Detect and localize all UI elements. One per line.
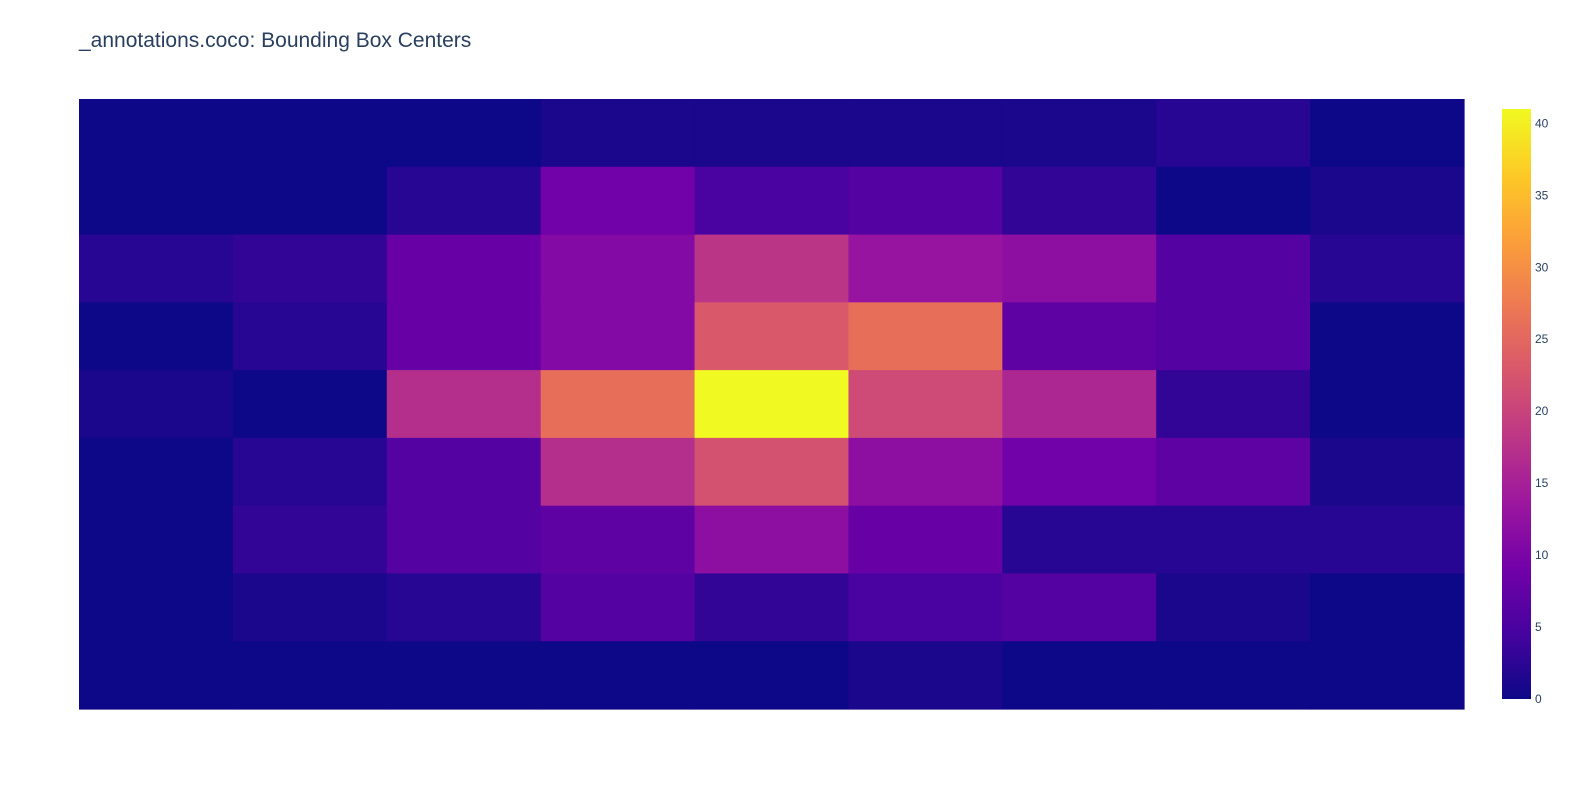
colorbar-tick-label: 25 — [1535, 332, 1549, 346]
heatmap-cell — [694, 234, 850, 303]
colorbar-tick-label: 30 — [1535, 260, 1549, 274]
heatmap-cell — [232, 370, 388, 439]
heatmap-cell — [540, 99, 696, 168]
heatmap-cell — [848, 437, 1003, 507]
heatmap-cell — [386, 573, 542, 642]
heatmap-cell — [386, 234, 542, 303]
heatmap-cell — [232, 505, 388, 575]
heatmap-cell — [1156, 437, 1311, 507]
heatmap-cell — [1156, 166, 1311, 236]
heatmap-cell — [540, 573, 696, 642]
heatmap-cell — [79, 99, 234, 168]
heatmap-cell — [848, 166, 1003, 236]
heatmap-cell — [540, 505, 696, 575]
heatmap-cell — [232, 166, 388, 236]
heatmap-cell — [848, 505, 1003, 575]
heatmap-cell — [694, 99, 850, 168]
colorbar — [1502, 109, 1531, 699]
heatmap-cell — [848, 234, 1003, 303]
heatmap-cell — [694, 302, 850, 371]
heatmap-cell — [540, 641, 696, 710]
heatmap-cell — [694, 505, 850, 575]
heatmap-cell — [79, 302, 234, 371]
heatmap-cell — [79, 573, 234, 642]
heatmap-cell — [1310, 234, 1465, 303]
heatmap-cell — [386, 99, 542, 168]
colorbar-tick-label: 20 — [1535, 404, 1549, 418]
heatmap-cell — [1002, 166, 1157, 236]
heatmap-cell — [848, 641, 1003, 710]
heatmap-cell — [694, 641, 850, 710]
heatmap-cell — [232, 234, 388, 303]
heatmap-cell — [694, 370, 850, 439]
heatmap-cell — [1002, 505, 1157, 575]
heatmap-cell — [694, 437, 850, 507]
heatmap-cells — [79, 99, 1465, 710]
colorbar-tick-label: 35 — [1535, 188, 1549, 202]
heatmap-cell — [1156, 99, 1311, 168]
heatmap-cell — [1310, 302, 1465, 371]
colorbar-ticks: 0 5 10 15 20 25 30 35 40 — [1535, 116, 1549, 706]
heatmap-cell — [79, 641, 234, 710]
heatmap-cell — [1002, 573, 1157, 642]
heatmap-cell — [694, 573, 850, 642]
heatmap-cell — [1002, 437, 1157, 507]
heatmap-cell — [540, 302, 696, 371]
heatmap-cell — [540, 370, 696, 439]
heatmap-cell — [232, 437, 388, 507]
heatmap-cell — [1310, 370, 1465, 439]
heatmap-cell — [1156, 234, 1311, 303]
heatmap-cell — [848, 302, 1003, 371]
heatmap-cell — [848, 370, 1003, 439]
heatmap-cell — [1156, 302, 1311, 371]
heatmap-cell — [386, 641, 542, 710]
heatmap-cell — [386, 437, 542, 507]
heatmap-cell — [232, 302, 388, 371]
chart-title: _annotations.coco: Bounding Box Centers — [79, 29, 472, 52]
heatmap-cell — [1310, 437, 1465, 507]
heatmap-cell — [848, 573, 1003, 642]
heatmap-cell — [79, 437, 234, 507]
heatmap-cell — [1156, 505, 1311, 575]
heatmap-cell — [1002, 302, 1157, 371]
colorbar-tick-label: 40 — [1535, 116, 1549, 130]
heatmap-cell — [386, 505, 542, 575]
heatmap-cell — [1310, 505, 1465, 575]
colorbar-tick-label: 5 — [1535, 620, 1542, 634]
heatmap-cell — [386, 370, 542, 439]
colorbar-tick-label: 0 — [1535, 692, 1542, 706]
heatmap-cell — [540, 166, 696, 236]
heatmap-cell — [232, 573, 388, 642]
heatmap-cell — [1310, 166, 1465, 236]
heatmap-cell — [79, 370, 234, 439]
colorbar-tick-label: 15 — [1535, 476, 1549, 490]
heatmap-cell — [540, 234, 696, 303]
heatmap-cell — [232, 99, 388, 168]
heatmap-cell — [848, 99, 1003, 168]
heatmap-cell — [79, 166, 234, 236]
heatmap-cell — [540, 437, 696, 507]
heatmap-cell — [694, 166, 850, 236]
heatmap-cell — [1156, 370, 1311, 439]
heatmap-cell — [1002, 641, 1157, 710]
heatmap-cell — [1156, 641, 1311, 710]
heatmap-cell — [1156, 573, 1311, 642]
heatmap-cell — [1002, 370, 1157, 439]
heatmap-cell — [1310, 99, 1465, 168]
heatmap-cell — [1002, 99, 1157, 168]
heatmap-cell — [1310, 641, 1465, 710]
heatmap-cell — [386, 166, 542, 236]
heatmap-cell — [1310, 573, 1465, 642]
colorbar-tick-label: 10 — [1535, 548, 1549, 562]
heatmap-cell — [1002, 234, 1157, 303]
heatmap-cell — [386, 302, 542, 371]
heatmap-cell — [79, 234, 234, 303]
heatmap-cell — [232, 641, 388, 710]
heatmap-cell — [79, 505, 234, 575]
